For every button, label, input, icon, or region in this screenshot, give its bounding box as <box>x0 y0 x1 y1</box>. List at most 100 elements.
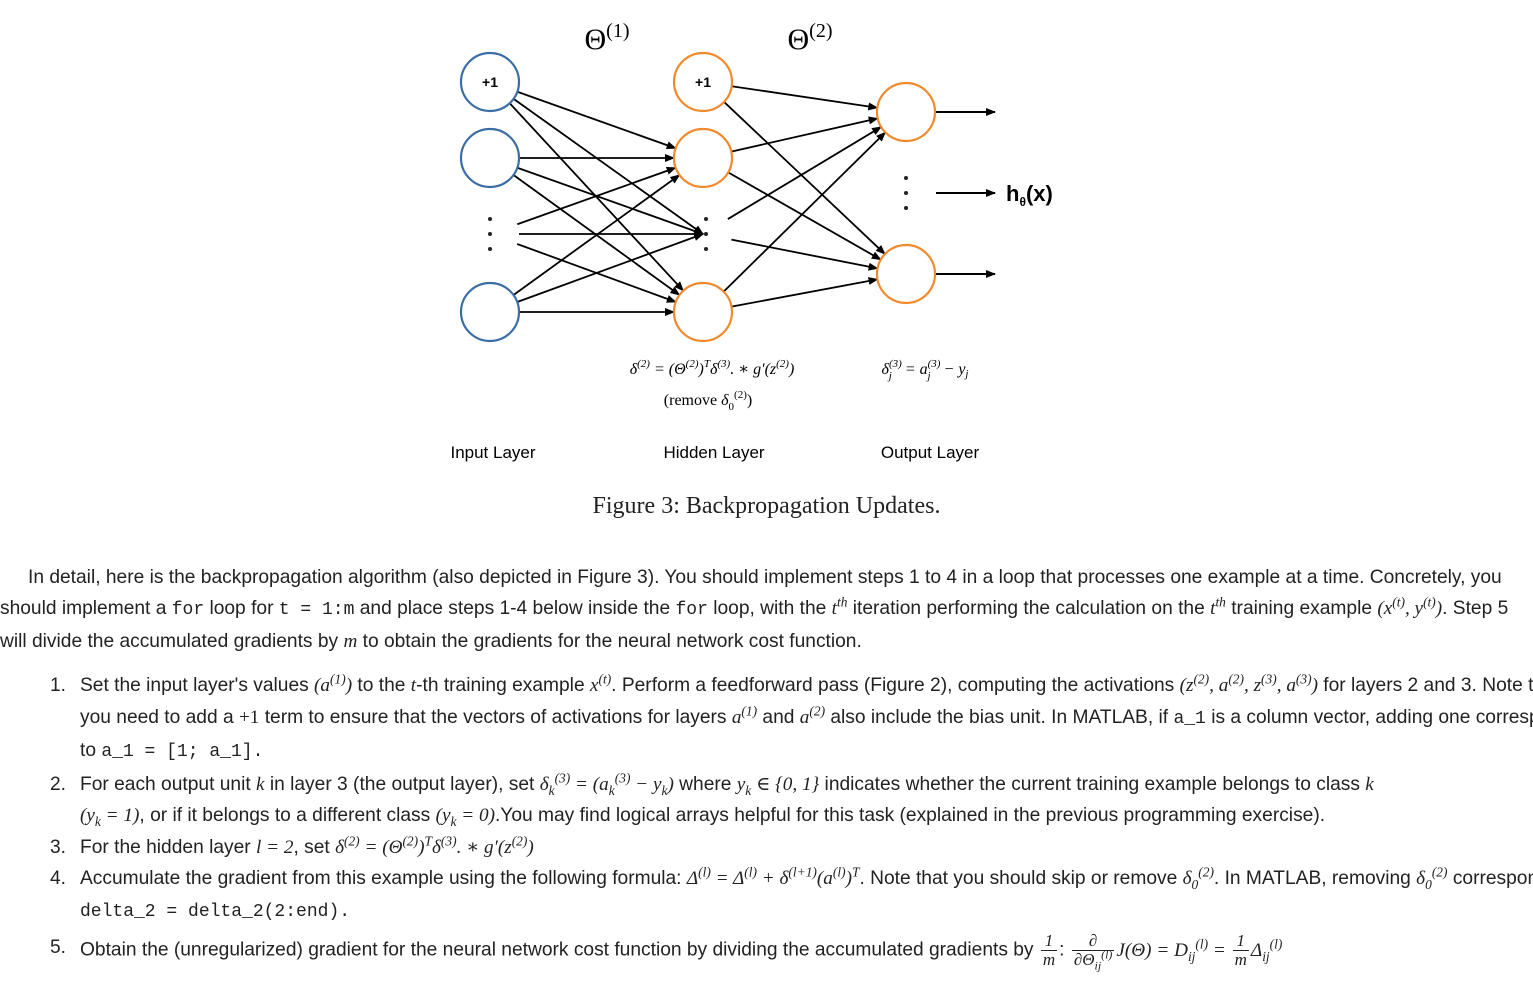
edge-input-hidden <box>513 98 704 235</box>
math-l-2: l = 2 <box>256 836 294 858</box>
edge-input-hidden <box>517 90 677 150</box>
edge-hidden-output <box>731 277 879 308</box>
intro-text-8: to obtain the gradients for the neural n… <box>357 631 862 652</box>
step-text: is a column vector, adding one correspon… <box>80 706 1533 762</box>
code-a1: a_1 <box>1173 708 1206 729</box>
step-text: term to ensure that the vectors of activ… <box>259 706 732 728</box>
edge-input-hidden <box>517 166 677 226</box>
math-accumulate: Δ(l) = Δ(l) + δ(l+1)(a(l))T <box>686 864 860 889</box>
math-activations: (z(2), a(2), z(3), a(3)) <box>1179 671 1318 696</box>
step-text: , or if it belongs to a different class <box>139 805 436 826</box>
math-t-th: tth <box>831 594 848 619</box>
math-plus-one: +1 <box>238 706 260 728</box>
delta3-formula: δ(3) j = a(3) j − yj <box>882 358 969 382</box>
hidden-bias-node <box>672 51 734 113</box>
step-text: Set the input layer's values <box>80 675 315 696</box>
output-layer-label: Output Layer <box>881 443 980 462</box>
step-number: 3. <box>50 836 67 858</box>
step-number: 1. <box>50 675 67 696</box>
edge-hidden-output <box>731 116 879 153</box>
delta2-formula: δ(2) = (Θ(2))Tδ(3). ∗ g′(z(2)) <box>630 358 795 378</box>
weight-edges <box>509 85 887 316</box>
backprop-diagram: +1 +1 Θ(1) Θ(2) hθ(x) δ(2) = (Θ(2))Tδ(3).… <box>450 20 1053 462</box>
step-1: 1. Set the input layer's values (a(1)) to… <box>50 670 1533 769</box>
theta-1-label: Θ(1) <box>585 20 630 56</box>
intro-text-7: . Step 5 will divide the accumulated gra… <box>0 598 1509 652</box>
step-text: . In MATLAB, removing <box>1213 868 1417 889</box>
step-text: also include the bias unit. In MATLAB, i… <box>825 706 1174 728</box>
math-xt: x(t) <box>589 671 612 696</box>
step-text: , set <box>293 836 336 858</box>
edge-hidden-output <box>731 238 879 271</box>
edge-hidden-output <box>731 85 879 111</box>
step-text: where <box>673 773 737 795</box>
math-partial: ∂ ∂Θij(l) <box>1071 931 1115 973</box>
output-node <box>875 243 937 305</box>
edge-input-hidden <box>512 174 681 296</box>
hidden-node <box>672 281 734 343</box>
intro-text-4: loop, with the <box>707 598 832 619</box>
algorithm-steps: 1. Set the input layer's values (a(1)) to… <box>0 670 1533 973</box>
edge-hidden-output <box>723 101 886 255</box>
math-a1: (a(1)) <box>314 671 353 696</box>
intro-text-1: In detail, here is the backpropagation a… <box>0 567 1502 619</box>
intro-text-6: training example <box>1225 598 1378 619</box>
figure-caption: Figure 3: Backpropagation Updates. <box>592 493 941 519</box>
math-t-th-2: tth <box>1210 594 1226 619</box>
math-t: t <box>410 675 417 696</box>
theta-2-label: Θ(2) <box>788 20 833 56</box>
step-text: . Note that you should skip or remove <box>859 868 1183 889</box>
step-5: 5. Obtain the (unregularized) gradient fo… <box>50 931 1283 973</box>
step-2: 2. For each output unit k in layer 3 (the… <box>50 769 1533 832</box>
step-3: 3. For the hidden layer l = 2, set δ(2) =… <box>50 832 1533 864</box>
math-training-pair: (x(t), y(t)) <box>1377 594 1443 619</box>
step-text: indicates whether the current training e… <box>819 773 1366 795</box>
input-node <box>459 127 521 189</box>
input-bias-node <box>459 51 521 113</box>
step-text: corresponds to <box>1452 868 1533 889</box>
bias-unit-label: +1 <box>482 74 498 90</box>
intro-text-2: loop for <box>204 598 279 619</box>
math-Delta-ij: Δij(l) <box>1250 936 1283 964</box>
step-text: for layers 2 and 3. Note that you need t… <box>80 675 1533 728</box>
edge-hidden-output <box>727 126 883 220</box>
step-text: . Perform a feedforward pass (Figure 2),… <box>611 675 1180 696</box>
math-delta2: δ(2) = (Θ(2))Tδ(3). ∗ g′(z(2)) <box>335 833 534 858</box>
step-text: in layer 3 (the output layer), set <box>264 773 540 795</box>
math-gradient: J(Θ) = Dij(l) = <box>1116 936 1231 964</box>
step-number: 2. <box>50 773 67 795</box>
code-for: for <box>171 600 205 620</box>
edge-hidden-output <box>723 131 887 293</box>
input-ellipsis <box>488 217 492 251</box>
step-text: For each output unit <box>80 773 256 795</box>
intro-text-3: and place steps 1-4 below inside the <box>354 598 676 619</box>
math-k-2: k <box>1365 773 1374 795</box>
intro-paragraph: In detail, here is the backpropagation a… <box>0 562 1525 657</box>
input-layer-label: Input Layer <box>450 443 535 462</box>
math-yk-1: (yk = 1) <box>80 805 140 829</box>
math-a2: a(2) <box>799 703 826 728</box>
hidden-node <box>672 127 734 189</box>
intro-text-5: iteration performing the calculation on … <box>847 598 1211 619</box>
math-yk-set: yk ∈ {0, 1} <box>736 773 820 798</box>
math-delta0-2: δ0(2) <box>1416 864 1448 892</box>
math-m: m <box>343 631 358 652</box>
output-node <box>875 81 937 143</box>
step-text: .You may find logical arrays helpful for… <box>494 805 1326 826</box>
hidden-ellipsis <box>704 217 708 251</box>
math-delta3: δk(3) = (ak(3) − yk) <box>539 770 674 798</box>
step-4: 4. Accumulate the gradient from this exam… <box>50 863 1533 928</box>
network-nodes: +1 +1 <box>459 51 937 343</box>
remove-note: (remove δ0(2)) <box>664 389 752 413</box>
math-yk-0: (yk = 0) <box>435 805 495 829</box>
bias-unit-label: +1 <box>695 74 711 90</box>
step-text: Accumulate the gradient from this exampl… <box>80 868 687 889</box>
output-label: hθ(x) <box>1006 181 1053 209</box>
edge-hidden-output <box>727 171 882 261</box>
step-text: -th training example <box>416 675 590 696</box>
step-text: to the <box>352 675 411 696</box>
step-text: For the hidden layer <box>80 836 256 858</box>
step-text: and <box>757 706 800 728</box>
